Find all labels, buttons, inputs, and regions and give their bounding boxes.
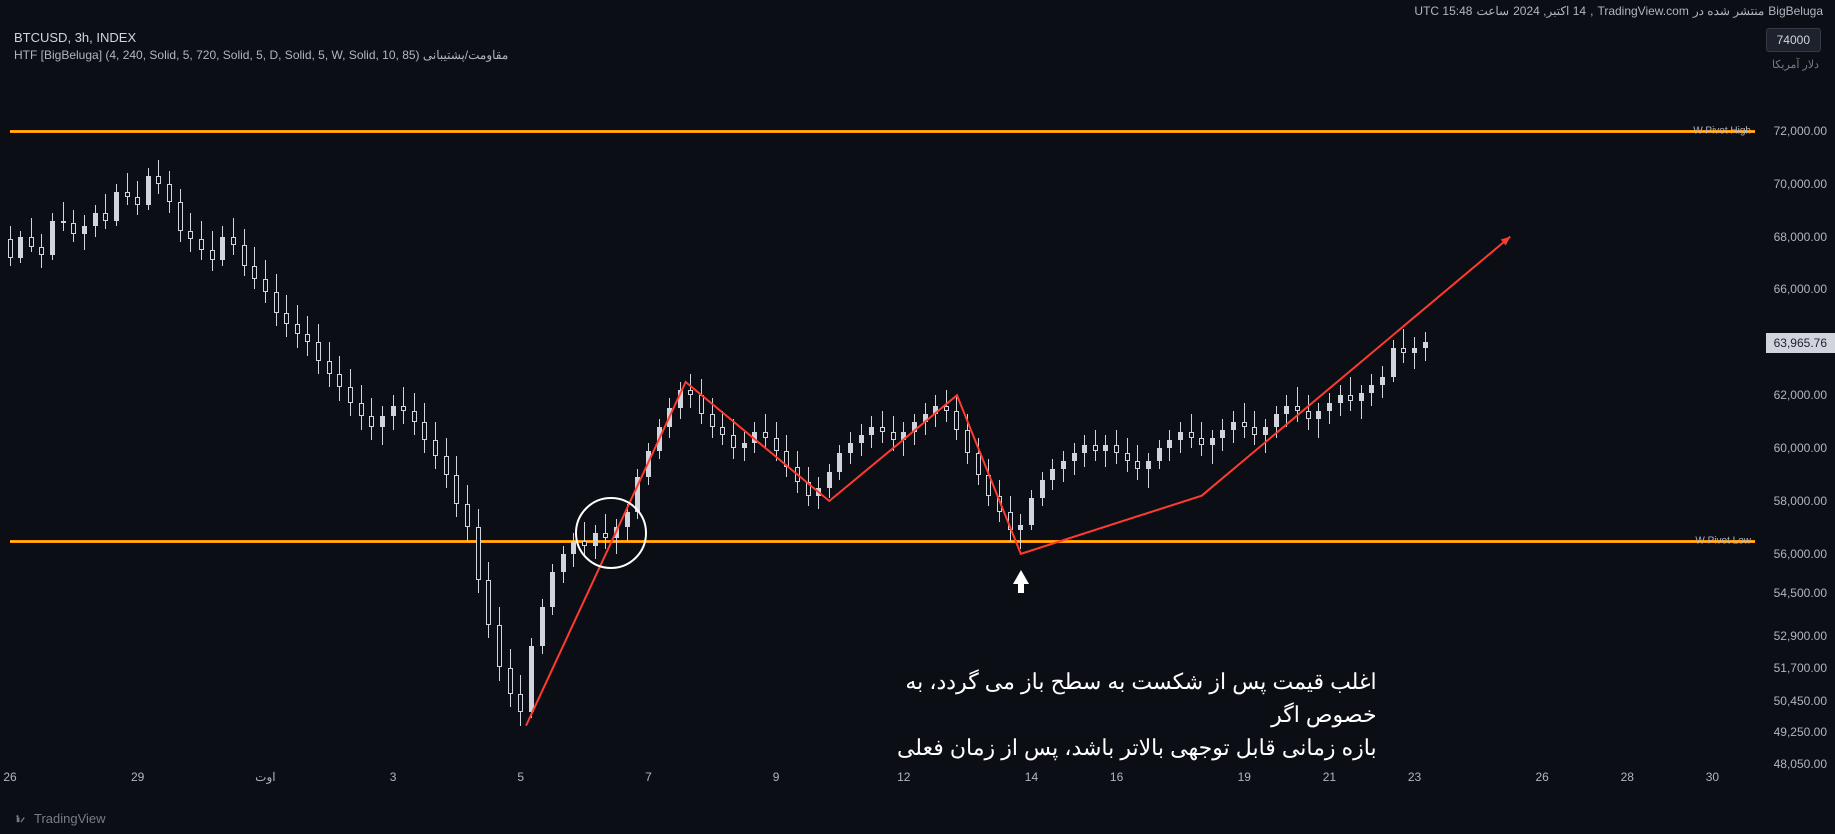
y-tick-label: 70,000.00 (1774, 177, 1827, 191)
current-price-tag: 63,965.76 (1766, 333, 1835, 353)
tradingview-logo-icon (14, 812, 28, 826)
author: BigBeluga (1768, 4, 1823, 18)
annotation-line-2: بازه زمانی قابل توجهی بالاتر باشد، پس از… (857, 731, 1377, 764)
y-tick-label: 66,000.00 (1774, 282, 1827, 296)
pivot-low-line (10, 540, 1755, 543)
x-tick-label: 3 (390, 770, 397, 784)
footer: TradingView (14, 811, 106, 826)
site: TradingView.com (1597, 4, 1688, 18)
time-label: ساعت (1476, 4, 1509, 18)
price-badge: 74000 (1766, 28, 1821, 52)
x-tick-label: 12 (897, 770, 910, 784)
pivot-high-label: W Pivot High (1693, 125, 1751, 136)
currency-label: دلار آمریکا (1772, 58, 1819, 71)
y-tick-label: 60,000.00 (1774, 441, 1827, 455)
x-tick-label: 5 (517, 770, 524, 784)
y-tick-label: 58,000.00 (1774, 494, 1827, 508)
pivot-low-label: W Pivot Low (1695, 535, 1751, 546)
annotation-line-1: اغلب قیمت پس از شکست به سطح باز می گردد،… (857, 665, 1377, 731)
x-tick-label: 30 (1706, 770, 1719, 784)
y-tick-label: 52,900.00 (1774, 629, 1827, 643)
y-tick-label: 62,000.00 (1774, 388, 1827, 402)
y-tick-label: 51,700.00 (1774, 661, 1827, 675)
y-tick-label: 68,000.00 (1774, 230, 1827, 244)
y-tick-label: 48,050.00 (1774, 757, 1827, 771)
x-tick-label: 9 (773, 770, 780, 784)
annotation-text: اغلب قیمت پس از شکست به سطح باز می گردد،… (857, 665, 1377, 764)
ticker-row: BTCUSD, 3h, INDEX (14, 30, 136, 45)
interval[interactable]: 3h (75, 30, 89, 45)
x-tick-label: 16 (1110, 770, 1123, 784)
x-tick-label: 28 (1621, 770, 1634, 784)
y-tick-label: 49,250.00 (1774, 725, 1827, 739)
exchange: INDEX (96, 30, 136, 45)
y-tick-label: 72,000.00 (1774, 124, 1827, 138)
pivot-high-line (10, 130, 1755, 133)
x-axis[interactable]: 2629اوت3579121416192123262830 (10, 770, 1755, 794)
x-tick-label: 26 (1536, 770, 1549, 784)
x-tick-label: 14 (1025, 770, 1038, 784)
published-label: منتشر شده در (1693, 4, 1764, 18)
publish-header: BigBeluga منتشر شده در TradingView.com ,… (0, 0, 1835, 22)
symbol[interactable]: BTCUSD (14, 30, 67, 45)
y-tick-label: 54,500.00 (1774, 586, 1827, 600)
y-axis[interactable]: 72,000.00 70,000.00 68,000.00 66,000.00 63,9… (1757, 78, 1835, 764)
indicator-row: HTF [BigBeluga] (4, 240, Solid, 5, 720, … (14, 48, 508, 62)
x-tick-label: 7 (645, 770, 652, 784)
x-tick-label: 26 (3, 770, 16, 784)
x-tick-label: اوت (255, 770, 275, 784)
x-tick-label: 21 (1323, 770, 1336, 784)
x-tick-label: 19 (1238, 770, 1251, 784)
x-tick-label: 29 (131, 770, 144, 784)
up-arrow-icon (1013, 570, 1029, 584)
footer-text: TradingView (34, 811, 106, 826)
publish-time: 15:48 UTC (1414, 4, 1472, 18)
y-tick-label: 50,450.00 (1774, 694, 1827, 708)
chart-area[interactable]: W Pivot High W Pivot Low اغلب قیمت پس از ش… (10, 78, 1755, 764)
highlight-circle (575, 497, 647, 569)
x-tick-label: 23 (1408, 770, 1421, 784)
y-tick-label: 56,000.00 (1774, 547, 1827, 561)
up-arrow-stem (1018, 583, 1024, 593)
publish-date: 14 اکتبر, 2024 (1513, 4, 1586, 18)
